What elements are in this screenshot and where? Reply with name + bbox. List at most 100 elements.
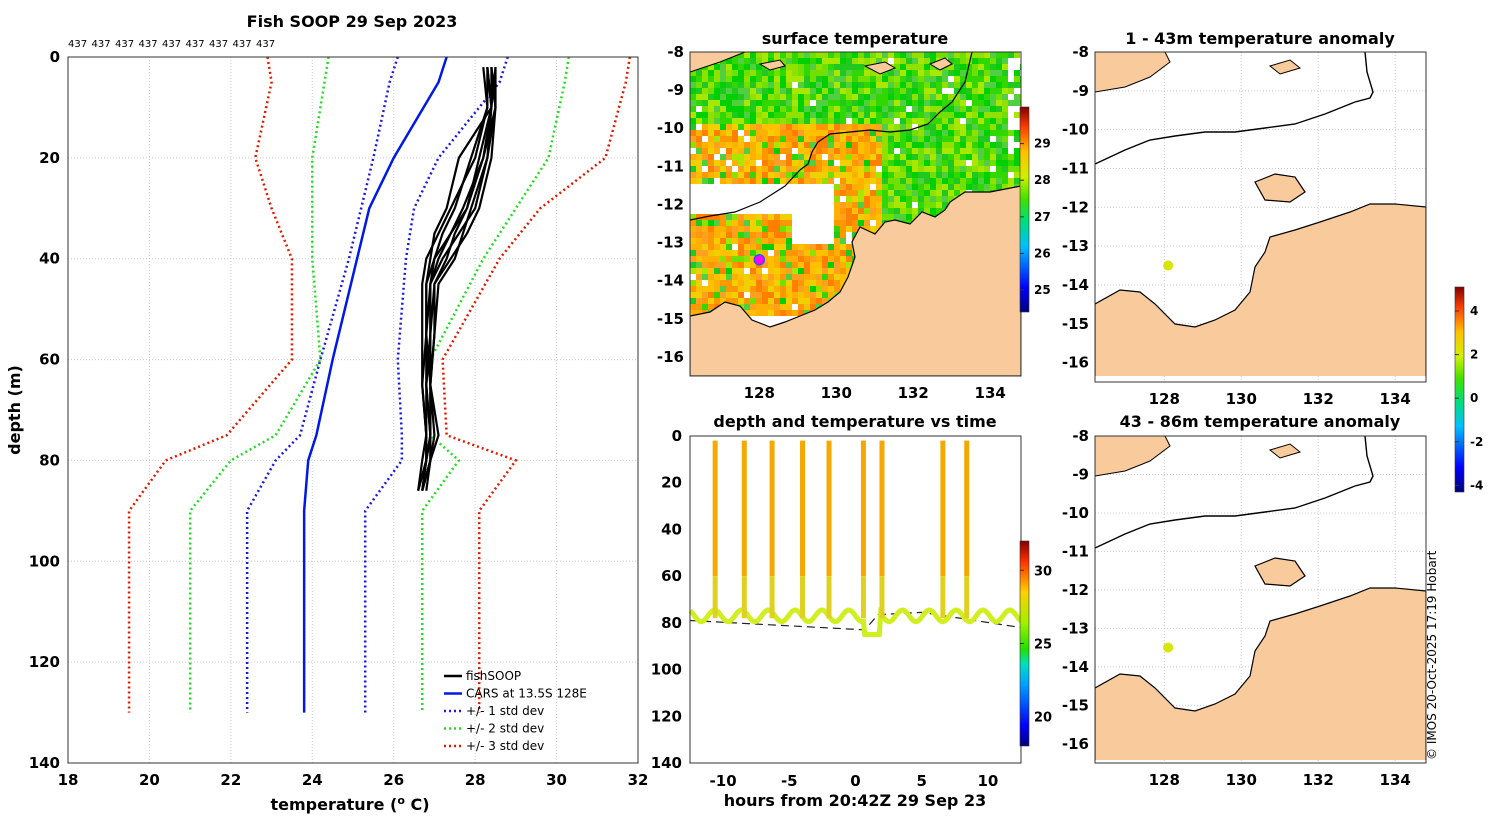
sst-cell	[690, 124, 696, 130]
sst-cell	[828, 106, 834, 112]
sst-cell	[774, 268, 780, 274]
sst-cell	[804, 160, 810, 166]
sst-cell	[948, 112, 954, 118]
sst-cell	[780, 268, 786, 274]
sst-cell	[852, 232, 858, 238]
sst-cell	[702, 250, 708, 256]
sst-cell	[828, 280, 834, 286]
sst-cell	[690, 172, 696, 178]
sst-cell	[954, 70, 960, 76]
sst-cell	[738, 148, 744, 154]
sst-cell	[978, 88, 984, 94]
sst-cell	[1014, 148, 1020, 154]
sst-cell	[822, 124, 828, 130]
sst-cell	[750, 304, 756, 310]
sst-cell	[744, 214, 750, 220]
sst-cell	[786, 166, 792, 172]
sst-cell	[726, 232, 732, 238]
sst-cell	[954, 58, 960, 64]
sst-cell	[906, 118, 912, 124]
std-dev-lines	[127, 56, 632, 713]
sst-cell	[966, 124, 972, 130]
sst-cell	[834, 94, 840, 100]
depth-time-x-label: hours from 20:42Z 29 Sep 23	[724, 791, 986, 810]
sst-cell	[840, 136, 846, 142]
sst-cell	[732, 250, 738, 256]
cars-mean-line	[302, 56, 448, 713]
sst-cell	[960, 58, 966, 64]
sst-cell	[894, 64, 900, 70]
sst-cell	[834, 118, 840, 124]
x-tick-134: 134	[1380, 390, 1411, 408]
sst-cell	[732, 292, 738, 298]
sst-cell	[786, 286, 792, 292]
sst-cell	[786, 58, 792, 64]
sst-cell	[864, 82, 870, 88]
sst-cell	[702, 106, 708, 112]
sst-cell	[720, 214, 726, 220]
fish-profiles	[417, 66, 497, 491]
sst-cell	[840, 148, 846, 154]
sst-cell	[690, 298, 696, 304]
y-tick--16: -16	[1062, 735, 1089, 753]
sst-cell	[846, 58, 852, 64]
sst-cell	[774, 154, 780, 160]
sst-cell	[798, 100, 804, 106]
sst-cell	[966, 154, 972, 160]
sst-cell	[864, 112, 870, 118]
sst-cell	[900, 124, 906, 130]
sst-cell	[768, 256, 774, 262]
sst-cell	[780, 286, 786, 292]
sst-cell	[828, 130, 834, 136]
sst-cell	[786, 100, 792, 106]
sst-cell	[984, 70, 990, 76]
sst-cell	[936, 196, 942, 202]
sst-cell	[978, 166, 984, 172]
sst-cell	[726, 250, 732, 256]
sst-cell	[780, 178, 786, 184]
x-label-sup: o	[397, 794, 405, 807]
vessel-position-marker	[753, 253, 766, 266]
sst-cell	[774, 70, 780, 76]
colorbar-label-4: 4	[1470, 304, 1478, 318]
sst-cell	[954, 142, 960, 148]
sst-cell	[972, 106, 978, 112]
sst-cell	[720, 292, 726, 298]
sst-cell	[750, 274, 756, 280]
sst-cell	[942, 166, 948, 172]
sst-cell	[834, 244, 840, 250]
sst-cell	[816, 136, 822, 142]
sst-cell	[720, 76, 726, 82]
sst-cell	[720, 82, 726, 88]
sst-cell	[930, 82, 936, 88]
sst-cell	[762, 88, 768, 94]
sst-cell	[750, 292, 756, 298]
sst-cell	[984, 82, 990, 88]
sst-cell	[930, 202, 936, 208]
sst-cell	[750, 262, 756, 268]
sst-cell	[762, 160, 768, 166]
sst-cell	[702, 94, 708, 100]
sst-cell	[954, 130, 960, 136]
sst-cell	[840, 268, 846, 274]
sst-cell	[744, 250, 750, 256]
sst-cell	[738, 298, 744, 304]
sst-cell	[930, 172, 936, 178]
y-tick--14: -14	[1062, 658, 1089, 676]
sst-cell	[750, 136, 756, 142]
sst-cell	[966, 58, 972, 64]
sst-cell	[882, 166, 888, 172]
colorbar-label-29: 29	[1034, 137, 1051, 151]
sst-cell	[768, 178, 774, 184]
sst-cell	[750, 154, 756, 160]
sst-cell	[726, 70, 732, 76]
sst-cell	[888, 118, 894, 124]
x-tick-130: 130	[1226, 390, 1257, 408]
x-tick-24: 24	[302, 771, 323, 789]
sst-cell	[978, 178, 984, 184]
sst-cell	[792, 70, 798, 76]
sst-cell	[702, 88, 708, 94]
sst-cell	[774, 82, 780, 88]
sst-cell	[1008, 160, 1014, 166]
colorbar-label-30: 30	[1034, 564, 1052, 579]
